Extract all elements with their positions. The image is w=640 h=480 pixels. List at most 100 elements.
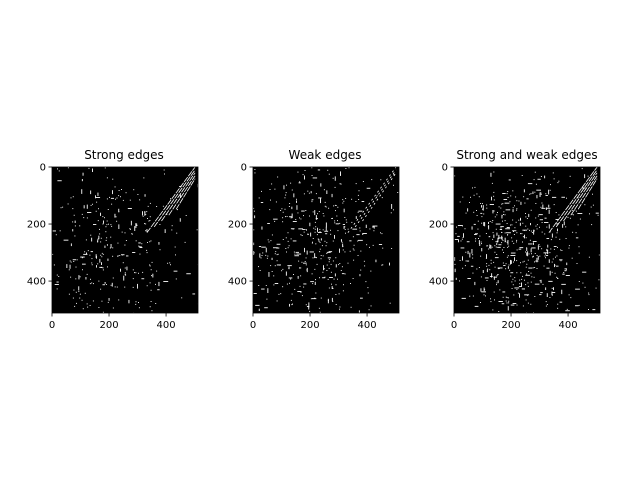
edge-pixel (486, 207, 488, 209)
edge-pixel (89, 305, 91, 306)
edge-pixel (106, 224, 108, 226)
edge-pixel (362, 234, 364, 235)
edge-pixel (170, 264, 171, 266)
edge-pixel (515, 221, 517, 223)
y-tick-label: 400 (228, 277, 247, 288)
edge-pixel (273, 218, 278, 220)
edge-pixel (502, 239, 504, 241)
edge-pixel (480, 302, 481, 303)
edge-pixel (514, 257, 515, 262)
edge-pixel (96, 201, 98, 203)
edge-pixel (516, 232, 518, 234)
edge-pixel (265, 254, 267, 256)
edge-pixel (503, 247, 505, 248)
edge-pixel (473, 194, 475, 196)
edge-pixel (537, 245, 539, 250)
edge-pixel (130, 228, 131, 230)
edge-pixel (186, 273, 191, 275)
edge-pixel (124, 267, 126, 269)
edge-pixel (485, 295, 486, 297)
edge-pixel (491, 273, 493, 278)
edge-pixel (358, 199, 360, 200)
edge-pixel (391, 204, 393, 209)
edge-pixel (510, 275, 512, 277)
edge-pixel (274, 265, 276, 267)
edge-pixel (335, 264, 337, 268)
edge-pixel (501, 235, 503, 240)
edge-pixel (192, 293, 196, 295)
edge-pixel (516, 304, 518, 306)
edge-pixel (332, 177, 334, 179)
edge-pixel (335, 257, 337, 259)
edge-pixel (528, 243, 533, 245)
edge-pixel (488, 236, 490, 238)
edge-pixel (360, 250, 362, 252)
edge-pixel (360, 269, 362, 271)
edge-pixel (80, 256, 85, 258)
edge-pixel (67, 167, 69, 169)
edge-pixel (132, 286, 134, 288)
edge-pixel (500, 227, 502, 229)
edge-pixel (107, 301, 109, 303)
edge-pixel (309, 215, 310, 217)
edge-pixel (352, 228, 358, 230)
edge-pixel (56, 281, 59, 283)
edge-pixel (521, 282, 522, 287)
edge-pixel (526, 247, 528, 251)
edge-pixel (116, 220, 118, 222)
edge-pixel (358, 310, 360, 313)
edge-pixel (89, 283, 91, 285)
edge-pixel (98, 280, 100, 282)
edge-pixel (501, 214, 503, 219)
edge-pixel (393, 184, 394, 186)
edge-pixel (542, 283, 544, 285)
edge-pixel (111, 282, 113, 287)
edge-pixel (83, 217, 85, 219)
y-tick-label: 400 (429, 277, 448, 288)
edge-pixel (73, 261, 75, 262)
edge-pixel (477, 220, 479, 222)
edge-pixel (143, 177, 145, 179)
edge-pixel (363, 260, 365, 262)
edge-pixel (104, 245, 106, 248)
edge-pixel (311, 242, 313, 244)
edge-pixel (530, 248, 532, 253)
edge-pixel (300, 275, 302, 277)
edge-pixel (258, 197, 260, 199)
edge-pixel (552, 196, 557, 198)
edge-pixel (175, 278, 177, 280)
edge-pixel (561, 289, 563, 295)
edge-pixel (269, 189, 271, 190)
edge-pixel (498, 311, 500, 312)
edge-pixel (488, 221, 489, 224)
edge-pixel (282, 217, 284, 219)
edge-pixel (76, 259, 78, 261)
edge-pixel (537, 215, 539, 217)
edge-pixel (95, 197, 101, 198)
edge-pixel (330, 233, 332, 235)
edge-pixel (293, 193, 295, 198)
edge-pixel (389, 262, 390, 266)
edge-pixel (343, 226, 345, 229)
edge-pixel (76, 302, 77, 304)
edge-pixel (552, 294, 553, 296)
edge-pixel (523, 260, 525, 262)
edge-pixel (255, 304, 260, 306)
edge-pixel (486, 269, 488, 273)
edge-pixel (142, 271, 144, 273)
edge-pixel (545, 195, 548, 196)
edge-pixel (305, 210, 307, 211)
edge-pixel (315, 218, 318, 220)
edge-pixel (358, 210, 363, 212)
edge-pixel (557, 246, 558, 248)
edge-pixel (146, 249, 148, 251)
edge-pixel (86, 252, 87, 255)
edge-pixel (524, 202, 526, 204)
edge-pixel (328, 267, 330, 269)
edge-pixel (464, 228, 466, 230)
panel-title: Strong and weak edges (456, 148, 597, 162)
edge-pixel (526, 263, 528, 265)
edge-pixel (513, 231, 514, 232)
edge-pixel (501, 203, 503, 205)
edge-pixel (510, 260, 512, 264)
